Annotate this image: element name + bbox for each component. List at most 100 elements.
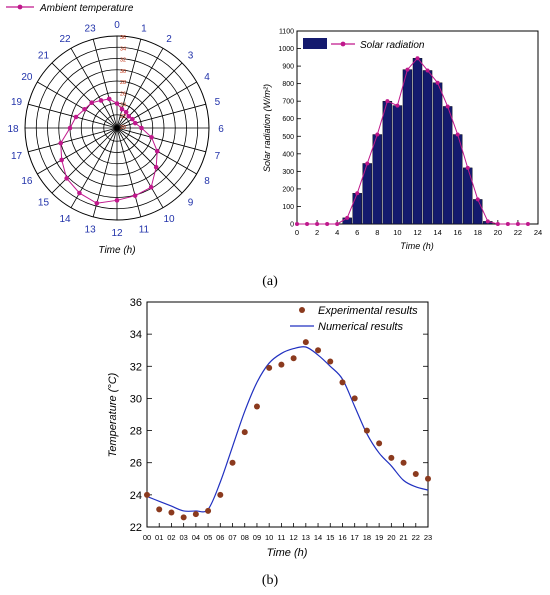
line-y-tick-label: 24: [130, 490, 142, 502]
bar-overlay-polyline: [297, 57, 528, 225]
bar-x-tick-label: 18: [474, 228, 482, 237]
bar-overlay-point: [305, 222, 310, 226]
experimental-point: [144, 491, 150, 498]
experimental-point: [168, 509, 175, 516]
bar-overlay-point: [445, 104, 450, 109]
bar: [352, 193, 362, 225]
line-series-numerical: [146, 346, 429, 513]
bar: [392, 105, 403, 225]
bar-y-tick-label: 600: [282, 116, 294, 123]
bar-x-tick-label: 0: [295, 228, 299, 237]
polar-radial-tick-label: 36: [120, 35, 126, 41]
bar-y-tick-label: 1100: [279, 29, 294, 36]
polar-point: [126, 113, 132, 119]
experimental-point: [425, 475, 431, 482]
line-y-tick-label: 22: [130, 522, 142, 534]
experimental-point: [229, 459, 236, 466]
bar-overlay-point: [395, 103, 400, 108]
polar-hour-label: 11: [139, 224, 150, 235]
bar-overlay-point: [415, 56, 420, 61]
legend-label-numerical: Numerical results: [318, 321, 403, 333]
polar-hour-label: 16: [21, 176, 33, 187]
polar-spoke: [37, 81, 118, 129]
polar-spoke: [116, 48, 164, 129]
experimental-point: [315, 347, 322, 354]
polar-radial-tick-label: 20: [120, 125, 126, 131]
polar-spoke: [116, 127, 142, 217]
polar-hour-label: 1: [141, 24, 147, 35]
line-x-ticks: 00 01 02 03 04 05 06 07 08 09 10 11 12 13 14 15 16 17 18 19…: [143, 523, 432, 542]
line-x-axis-label: Time (h): [267, 547, 308, 559]
polar-hour-label: 7: [215, 151, 221, 162]
bar-x-tick-label: 14: [433, 228, 441, 237]
polar-spoke: [116, 127, 183, 194]
line-series-experimental: [144, 339, 431, 521]
polar-legend-marker: [17, 4, 23, 10]
bar-overlay-point: [425, 68, 430, 73]
polar-hour-label: 21: [38, 50, 50, 61]
bar-overlay-point: [475, 197, 480, 202]
polar-point: [154, 148, 160, 154]
numerical-line: [146, 346, 429, 513]
polar-point: [94, 200, 100, 206]
line-x-tick-label: 14: [314, 533, 322, 542]
polar-spoke: [116, 127, 164, 208]
polar-spoke: [37, 127, 118, 175]
bar-overlay-point: [335, 222, 340, 226]
polar-radial-tick-labels: 36 34 32 30 28 26 24 22 20: [120, 35, 126, 131]
bar-y-ticks: 0 100 200 300 400 500 600 700 800 900 1000 1100: [278, 29, 301, 229]
experimental-point: [290, 355, 297, 362]
polar-hour-label: 14: [59, 214, 71, 225]
bar-overlay-point: [455, 132, 460, 137]
bar: [442, 106, 453, 225]
polar-hour-label: 9: [188, 198, 194, 209]
polar-hour-label: 17: [11, 151, 23, 162]
polar-spoke: [92, 39, 118, 129]
polar-point: [149, 134, 154, 140]
polar-legend: Ambient temperature: [6, 3, 134, 14]
line-x-tick-label: 17: [351, 533, 359, 542]
line-x-tick-label: 01: [155, 533, 163, 542]
bar-overlay-point: [435, 80, 440, 85]
polar-spoke: [70, 127, 118, 208]
polar-spoke: [116, 127, 206, 153]
polar-hour-label: 23: [85, 24, 97, 35]
experimental-point: [327, 358, 334, 365]
bar: [422, 70, 433, 225]
line-x-tick-label: 18: [363, 533, 371, 542]
polar-point: [67, 125, 73, 131]
experimental-point: [266, 364, 273, 371]
polar-series-ambient-temperature: [58, 96, 160, 206]
bar-legend: Solar radiation: [303, 38, 425, 51]
polar-point: [82, 106, 87, 112]
experimental-point: [388, 454, 395, 461]
line-chart-temperature: 22 24 26 28 30 32 34 36 00 01 02 03 04 05 06 07 08 09 10 1…: [107, 297, 432, 559]
bar-overlay-point: [505, 222, 510, 226]
bar: [432, 82, 443, 225]
bar: [402, 69, 413, 225]
bar-overlay-point: [355, 191, 360, 196]
bar-overlay-point: [365, 161, 370, 166]
bar-overlay-point: [525, 222, 530, 226]
experimental-point: [412, 470, 419, 477]
bar-y-axis-label: Solar radiation (W/m²): [262, 84, 272, 172]
line-x-tick-label: 10: [265, 533, 273, 542]
polar-point: [77, 190, 82, 196]
polar-point: [98, 98, 104, 103]
line-y-tick-label: 34: [130, 329, 142, 341]
polar-spoke: [116, 39, 142, 129]
bar-y-tick-label: 0: [290, 222, 294, 229]
line-x-tick-label: 23: [424, 533, 432, 542]
bar-y-tick-label: 400: [282, 151, 294, 158]
polar-point: [139, 125, 144, 131]
polar-point: [132, 120, 138, 126]
line-x-tick-label: 16: [338, 533, 346, 542]
experimental-point: [217, 491, 224, 498]
bar-x-tick-label: 22: [514, 228, 522, 237]
bar-y-tick-label: 900: [282, 64, 294, 71]
experimental-point: [376, 440, 383, 447]
experimental-point: [205, 507, 212, 514]
bar-overlay-point: [495, 222, 500, 226]
